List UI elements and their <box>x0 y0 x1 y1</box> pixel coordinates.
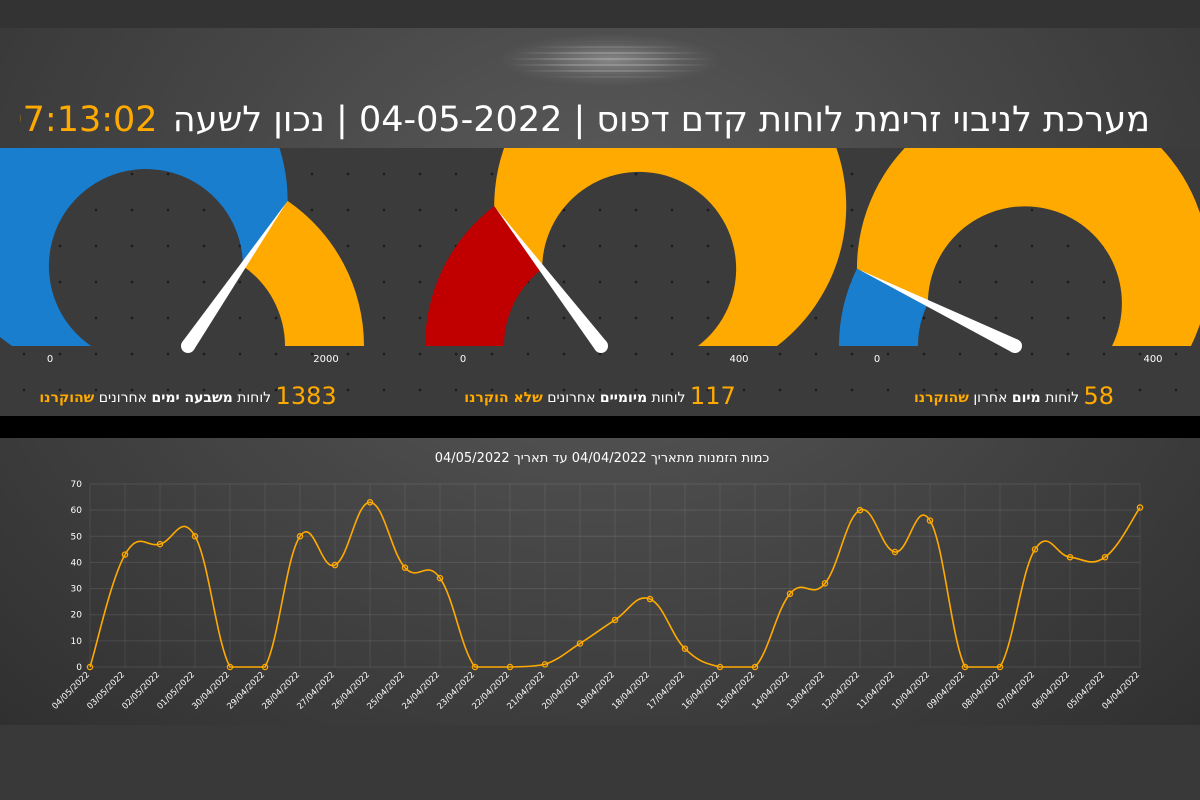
data-point[interactable] <box>926 517 934 524</box>
x-tick-label: 04/04/2022 <box>1100 670 1142 712</box>
gauge-needle-hub <box>1008 339 1022 353</box>
data-point[interactable] <box>716 663 724 671</box>
gauge-band-accent <box>856 148 1200 346</box>
gauge-max-label: 2000 <box>313 354 338 365</box>
gauge-value-last-day: 58 <box>1083 382 1115 410</box>
gauge-last-day: 0 400 <box>839 148 1200 365</box>
y-tick-label: 0 <box>76 663 82 673</box>
chart-grid <box>89 483 1141 668</box>
gauge-caption-week: 1383 לוחות משבעה ימים אחרונים שהוקרנו <box>0 376 376 416</box>
gauge-caption-word: לוחות <box>651 390 686 406</box>
data-point[interactable] <box>646 595 654 603</box>
data-point[interactable] <box>786 590 794 598</box>
separator-band <box>0 416 1200 438</box>
gauge-value-two-days: 117 <box>689 382 736 410</box>
chart-title: כמות הזמנות מתאריך 04/04/2022 עד תאריך 0… <box>435 451 770 466</box>
y-tick-label: 10 <box>71 637 83 647</box>
data-point[interactable] <box>226 663 234 671</box>
gauge-needle-hub <box>594 339 608 353</box>
gauge-needle <box>858 269 1019 353</box>
gauge-needle <box>182 202 287 350</box>
gauge-caption-accent: שהוקרנו <box>39 390 95 406</box>
data-point[interactable] <box>296 533 304 540</box>
data-point[interactable] <box>1031 546 1039 553</box>
data-point[interactable] <box>86 663 94 671</box>
x-axis-ticks: 04/05/202203/05/202202/05/202201/05/2022… <box>50 670 1142 712</box>
series-orders <box>86 499 1144 671</box>
data-point[interactable] <box>541 661 549 668</box>
data-point[interactable] <box>401 564 409 571</box>
y-tick-label: 50 <box>71 532 83 542</box>
gauge-panel: 0 2000 0 400 0 400 1383 לוחות משבעה ימים אח… <box>0 148 1200 416</box>
data-point[interactable] <box>506 663 514 671</box>
data-point[interactable] <box>611 616 619 624</box>
data-point[interactable] <box>996 663 1004 671</box>
gauge-caption-mid: אחרון <box>973 390 1008 406</box>
data-point[interactable] <box>681 645 689 652</box>
gauge-band-red <box>425 206 543 346</box>
gauge-min-label: 0 <box>460 354 466 365</box>
gauge-needle <box>495 207 607 351</box>
data-point[interactable] <box>821 580 829 587</box>
data-point[interactable] <box>191 533 199 540</box>
gauge-caption-accent: שהוקרנו <box>913 390 969 406</box>
data-point[interactable] <box>366 499 374 506</box>
gauge-caption-word: לוחות <box>237 390 272 406</box>
gauge-two-days: 0 400 <box>425 148 847 365</box>
gauge-max-label: 400 <box>729 354 748 365</box>
gauge-caption-two-days: 117 לוחות מיומיים אחרונים שלא הוקרנו <box>412 376 788 416</box>
data-point[interactable] <box>121 551 129 558</box>
data-point[interactable] <box>331 561 339 569</box>
data-point[interactable] <box>961 663 969 671</box>
bottom-bar <box>0 725 1200 800</box>
gauge-band-accent <box>494 148 847 346</box>
y-tick-label: 20 <box>71 611 83 621</box>
page-title: מערכת לניבוי זרימת לוחות קדם דפוס | 04-0… <box>20 95 1150 145</box>
page-title-text: מערכת לניבוי זרימת לוחות קדם דפוס | 04-0… <box>172 100 1150 140</box>
gauge-band-accent <box>242 200 365 346</box>
gauge-caption-accent: שלא הוקרנו <box>464 390 543 406</box>
data-point[interactable] <box>856 506 864 514</box>
y-tick-label: 60 <box>71 506 83 516</box>
data-point[interactable] <box>436 574 444 582</box>
y-tick-label: 70 <box>71 480 83 490</box>
data-point[interactable] <box>471 663 479 671</box>
y-tick-label: 40 <box>71 558 83 568</box>
gauge-min-label: 0 <box>47 354 53 365</box>
gauge-max-label: 400 <box>1143 354 1162 365</box>
data-point[interactable] <box>576 640 584 647</box>
y-axis-ticks: 0 10 20 30 40 50 60 70 <box>71 480 83 673</box>
clock-time: 07:13:02 <box>20 100 158 140</box>
logo-lines <box>505 40 715 82</box>
gauge-caption-word: לוחות <box>1045 390 1080 406</box>
gauge-caption-mid: אחרונים <box>98 390 148 406</box>
data-point[interactable] <box>751 663 759 671</box>
data-point[interactable] <box>891 548 899 556</box>
data-point[interactable] <box>1136 504 1144 511</box>
gauge-week: 0 2000 <box>0 148 365 365</box>
gauge-value-week: 1383 <box>275 382 337 410</box>
gauge-needle-hub <box>181 339 195 353</box>
series-line <box>89 501 1141 668</box>
gauge-caption-bold: מיום <box>1011 390 1041 406</box>
logo-emblem <box>500 34 720 86</box>
data-point[interactable] <box>156 540 164 548</box>
top-bar <box>0 0 1200 28</box>
gauge-min-label: 0 <box>874 354 880 365</box>
data-point[interactable] <box>261 663 269 671</box>
orders-line-chart: כמות הזמנות מתאריך 04/04/2022 עד תאריך 0… <box>50 451 1144 712</box>
gauge-caption-mid: אחרונים <box>547 390 596 406</box>
y-tick-label: 30 <box>71 585 83 595</box>
data-point[interactable] <box>1101 553 1109 561</box>
gauge-caption-bold: משבעה ימים <box>151 390 233 406</box>
gauges-canvas: 0 2000 0 400 0 400 <box>0 148 1200 365</box>
gauge-band-blue <box>839 268 928 346</box>
data-point[interactable] <box>1066 553 1074 561</box>
gauge-caption-last-day: 58 לוחות מיום אחרון שהוקרנו <box>826 376 1200 416</box>
gauge-band-blue <box>0 148 288 346</box>
gauge-caption-bold: מיומיים <box>599 390 648 406</box>
